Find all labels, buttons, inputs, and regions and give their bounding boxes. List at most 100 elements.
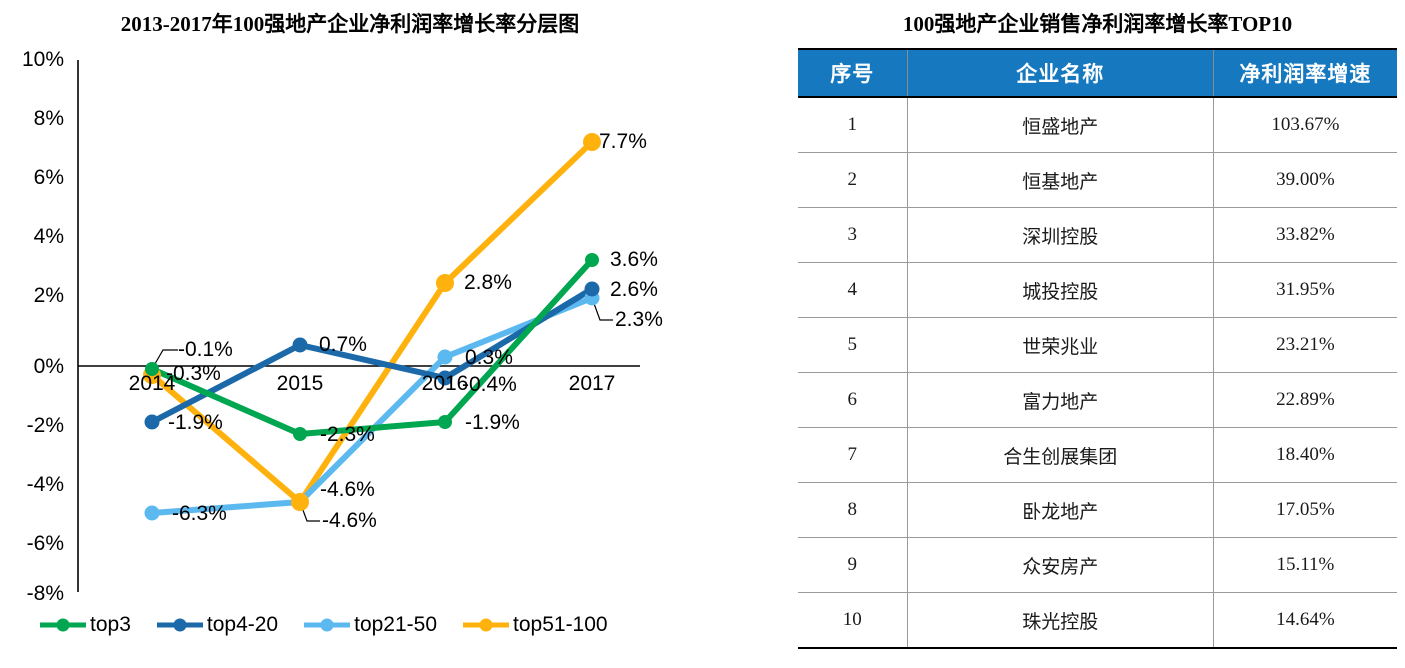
y-axis-tick-8: 8% xyxy=(33,107,64,130)
x-axis-tick-2015: 2015 xyxy=(276,372,324,395)
data-point-top4-20-2016 xyxy=(437,370,453,386)
legend-label-top4-20: top4-20 xyxy=(206,613,279,636)
y-axis-tick-0: 0% xyxy=(33,355,64,378)
data-label-top4-20-2016: -0.4% xyxy=(462,373,517,396)
legend-marker-icon xyxy=(463,618,510,631)
data-point-top4-20-2015 xyxy=(292,337,308,353)
cell-no: 7 xyxy=(798,427,908,483)
legend-marker-icon xyxy=(304,618,351,631)
chart-title: 2013-2017年100强地产企业净利润率增长率分层图 xyxy=(120,12,580,36)
column-header-name: 企业名称 xyxy=(906,48,1214,98)
legend-item-top21-50[interactable]: top21-50 xyxy=(304,614,437,635)
data-point-top4-20-2017 xyxy=(584,281,600,297)
table-row[interactable]: 7 合生创展集团 18.40% xyxy=(798,427,1397,483)
data-label-top21-50-2016: 0.3% xyxy=(465,346,513,369)
data-label-top51-100-2017: 7.7% xyxy=(599,130,647,153)
cell-value: 18.40% xyxy=(1212,427,1397,483)
x-axis-tick-2016: 2016 xyxy=(421,372,469,395)
data-label-top4-20-2015: 0.7% xyxy=(319,333,367,356)
cell-no: 8 xyxy=(798,482,908,538)
cell-name: 卧龙地产 xyxy=(906,482,1214,538)
cell-no: 3 xyxy=(798,207,908,263)
data-point-top3-2014 xyxy=(145,362,159,376)
legend-item-top4-20[interactable]: top4-20 xyxy=(156,613,279,636)
table-row[interactable]: 6 富力地产 22.89% xyxy=(798,372,1397,428)
column-header-no: 序号 xyxy=(798,48,908,98)
legend-item-top51-100[interactable]: top51-100 xyxy=(463,614,608,635)
chart-panel: 2013-2017年100强地产企业净利润率增长率分层图 xyxy=(21,12,663,636)
series-line-top4-20 xyxy=(149,286,595,425)
table-row[interactable]: 10 珠光控股 14.64% xyxy=(798,592,1397,649)
top10-table: 序号 企业名称 净利润率增速 1 恒盛地产 103.67% 2 恒基地产 39.… xyxy=(798,48,1397,649)
data-point-top4-20-2014 xyxy=(144,414,160,430)
cell-no: 9 xyxy=(798,537,908,593)
cell-value: 33.82% xyxy=(1212,207,1397,263)
cell-name: 珠光控股 xyxy=(906,592,1214,649)
cell-name: 众安房产 xyxy=(906,537,1214,593)
table-row[interactable]: 8 卧龙地产 17.05% xyxy=(798,482,1397,538)
cell-value: 39.00% xyxy=(1212,152,1397,208)
cell-name: 恒基地产 xyxy=(906,152,1214,208)
table-title: 100强地产企业销售净利润率增长率TOP10 xyxy=(902,12,1293,36)
table-row[interactable]: 3 深圳控股 33.82% xyxy=(798,207,1397,263)
table-row[interactable]: 5 世荣兆业 23.21% xyxy=(798,317,1397,373)
data-label-top51-100-2015: -4.6% xyxy=(320,478,375,501)
table-header-row: 序号 企业名称 净利润率增速 xyxy=(798,48,1397,98)
cell-value: 103.67% xyxy=(1212,97,1397,153)
cell-no: 2 xyxy=(798,152,908,208)
legend-label-top21-50: top21-50 xyxy=(354,613,438,636)
x-axis-tick-2017: 2017 xyxy=(568,372,616,395)
data-point-top51-100-2016 xyxy=(436,274,454,292)
y-axis-tick-neg6: -6% xyxy=(26,532,64,555)
x-axis-tick-2014: 2014 xyxy=(128,372,176,395)
data-label-top3-2015: -2.3% xyxy=(320,423,375,446)
cell-name: 恒盛地产 xyxy=(906,97,1214,153)
data-label-top3-2014: -0.1% xyxy=(178,338,233,361)
leader-line-top3-2014 xyxy=(151,349,178,370)
cell-no: 6 xyxy=(798,372,908,428)
table-row[interactable]: 1 恒盛地产 103.67% xyxy=(798,97,1397,153)
legend-marker-icon xyxy=(40,618,86,631)
table-row[interactable]: 4 城投控股 31.95% xyxy=(798,262,1397,318)
cell-value: 23.21% xyxy=(1212,317,1397,373)
data-point-top51-100-2015 xyxy=(291,493,309,511)
data-label-top4-20-2017: 2.6% xyxy=(610,278,658,301)
series-line-top51-100 xyxy=(149,139,595,505)
cell-name: 富力地产 xyxy=(906,372,1214,428)
data-label-top21-50-2014: -6.3% xyxy=(172,502,227,525)
cell-name: 深圳控股 xyxy=(906,207,1214,263)
column-header-value: 净利润率增速 xyxy=(1212,48,1397,98)
cell-value: 31.95% xyxy=(1212,262,1397,318)
cell-name: 世荣兆业 xyxy=(906,317,1214,373)
table-row[interactable]: 2 恒基地产 39.00% xyxy=(798,152,1397,208)
y-axis-tick-4: 4% xyxy=(33,225,64,248)
data-label-top51-100-2016: 2.8% xyxy=(464,271,512,294)
data-point-top3-2016 xyxy=(438,415,452,429)
cell-value: 14.64% xyxy=(1212,592,1397,649)
data-label-top4-20-2014: -1.9% xyxy=(168,411,223,434)
data-point-top3-2015 xyxy=(293,427,307,441)
legend-label-top3: top3 xyxy=(90,613,131,636)
table-row[interactable]: 9 众安房产 15.11% xyxy=(798,537,1397,593)
cell-value: 17.05% xyxy=(1212,482,1397,538)
data-point-top51-100-2017 xyxy=(583,133,601,151)
cell-name: 合生创展集团 xyxy=(906,427,1214,483)
cell-no: 1 xyxy=(798,97,908,153)
legend-item-top3[interactable]: top3 xyxy=(40,614,131,635)
y-axis-tick-6: 6% xyxy=(33,166,64,189)
cell-no: 10 xyxy=(798,592,908,649)
cell-name: 城投控股 xyxy=(906,262,1214,318)
table-header: 序号 企业名称 净利润率增速 xyxy=(798,48,1397,98)
data-label-top51-100-2014: -0.3% xyxy=(166,362,221,385)
leader-line-top21-50-2017 xyxy=(591,297,613,321)
series-line-top3 xyxy=(149,257,595,437)
table-panel: 100强地产企业销售净利润率增长率TOP10 序号 企业名称 净利润率增速 1 … xyxy=(790,0,1405,668)
y-axis-tick-10: 10% xyxy=(21,48,64,71)
chart-svg xyxy=(77,60,640,592)
y-axis-tick-2: 2% xyxy=(33,284,64,307)
cell-no: 4 xyxy=(798,262,908,318)
cell-value: 15.11% xyxy=(1212,537,1397,593)
chart-plot-area: 10% 8% 6% 4% 2% 0% -2% -4% -6% -8% 2014 … xyxy=(21,48,663,604)
data-point-top21-50-2016 xyxy=(437,349,453,365)
